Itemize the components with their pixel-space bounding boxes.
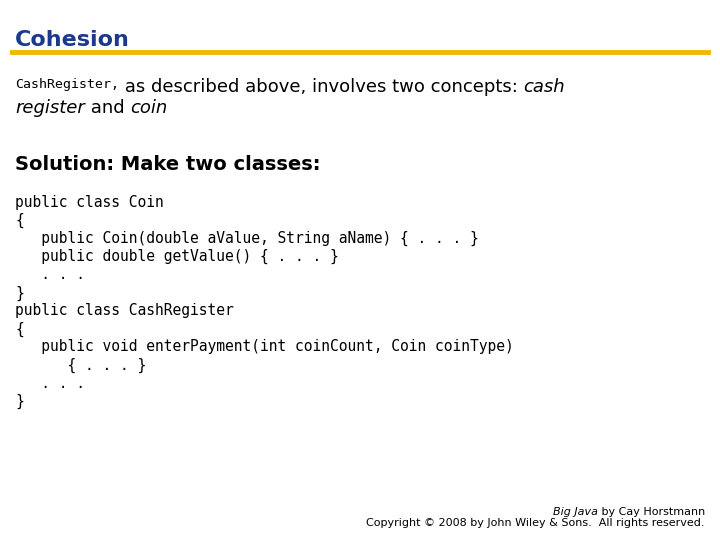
- Text: and: and: [85, 99, 130, 117]
- Text: }: }: [15, 394, 24, 409]
- Text: public double getValue() { . . . }: public double getValue() { . . . }: [15, 249, 338, 265]
- Text: }: }: [15, 285, 24, 300]
- Text: {: {: [15, 213, 24, 228]
- Text: register: register: [15, 99, 85, 117]
- Text: { . . . }: { . . . }: [15, 357, 146, 373]
- Text: . . .: . . .: [15, 376, 85, 390]
- Text: cash: cash: [523, 78, 565, 96]
- Text: CashRegister,: CashRegister,: [15, 78, 119, 91]
- Text: {: {: [15, 321, 24, 336]
- Text: public class Coin: public class Coin: [15, 195, 163, 210]
- Text: public class CashRegister: public class CashRegister: [15, 303, 234, 319]
- Text: Cohesion: Cohesion: [15, 30, 130, 50]
- Text: Copyright © 2008 by John Wiley & Sons.  All rights reserved.: Copyright © 2008 by John Wiley & Sons. A…: [366, 518, 705, 528]
- Text: public void enterPayment(int coinCount, Coin coinType): public void enterPayment(int coinCount, …: [15, 340, 514, 354]
- Text: by Cay Horstmann: by Cay Horstmann: [598, 507, 705, 517]
- Text: Big Java: Big Java: [553, 507, 598, 517]
- Text: . . .: . . .: [15, 267, 85, 282]
- Text: as described above, involves two concepts:: as described above, involves two concept…: [119, 78, 523, 96]
- Text: Solution: Make two classes:: Solution: Make two classes:: [15, 155, 320, 174]
- Text: public Coin(double aValue, String aName) { . . . }: public Coin(double aValue, String aName)…: [15, 231, 479, 246]
- Text: coin: coin: [130, 99, 167, 117]
